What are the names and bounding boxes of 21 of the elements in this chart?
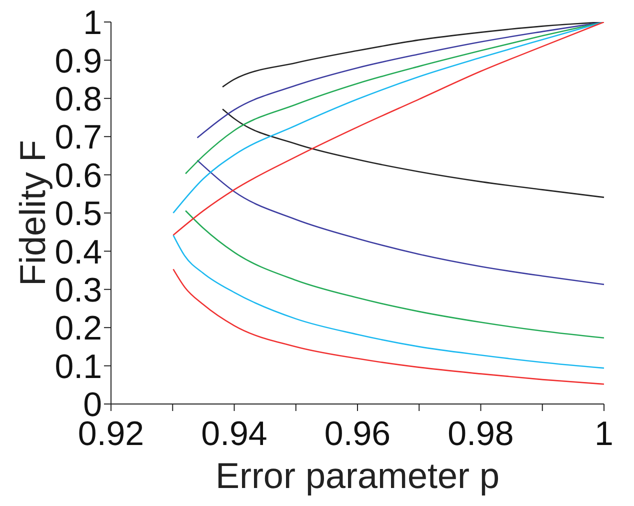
- y-tick-label: 0.5: [54, 195, 102, 234]
- x-tick-label: 0.94: [201, 415, 268, 454]
- x-tick-label: 0.98: [448, 415, 514, 454]
- y-tick-label: 0.2: [54, 310, 102, 348]
- y-tick-label: 1: [83, 4, 102, 42]
- line-series: [184, 210, 604, 339]
- x-axis-title: Error parameter p: [215, 455, 500, 496]
- x-tick-label: 0.96: [324, 415, 391, 454]
- y-tick-label: 0.3: [54, 271, 102, 310]
- y-axis-title: Fidelity F: [12, 140, 53, 286]
- y-tick-label: 0.9: [54, 42, 102, 80]
- line-series: [196, 160, 604, 286]
- line-series: [222, 108, 604, 198]
- line-series: [172, 268, 604, 385]
- y-tick-label: 0.7: [54, 118, 102, 157]
- x-tick-label: 1: [594, 415, 614, 454]
- y-tick-label: 0.1: [54, 348, 102, 386]
- y-tick-label: 0.4: [54, 233, 102, 272]
- y-tick-label: 0.6: [54, 156, 102, 195]
- y-tick-label: 0.8: [54, 80, 102, 118]
- line-series: [172, 234, 604, 369]
